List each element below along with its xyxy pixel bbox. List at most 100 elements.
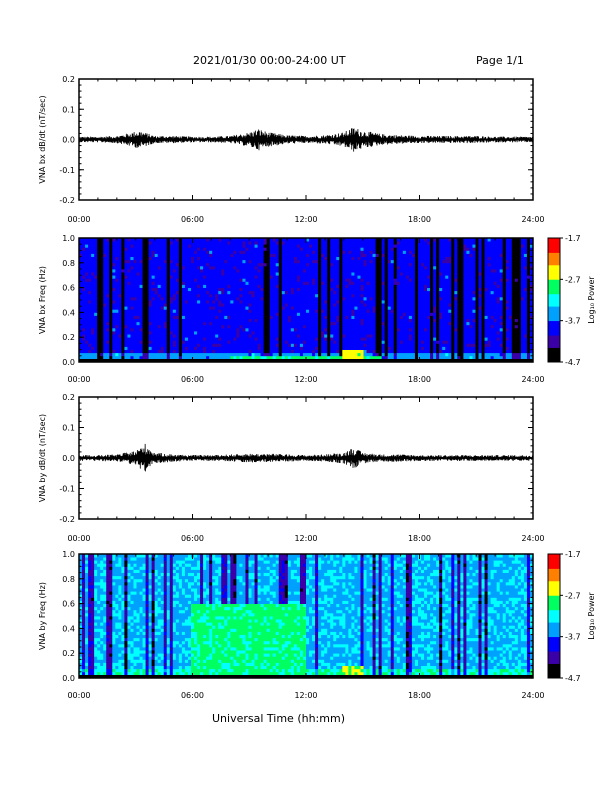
heatmap-cell bbox=[230, 253, 234, 257]
heatmap-cell bbox=[124, 253, 128, 257]
y-tick-label: -0.2 bbox=[59, 196, 75, 205]
heatmap-cell bbox=[390, 284, 395, 288]
heatmap-cell bbox=[251, 303, 255, 307]
heatmap-cell bbox=[269, 238, 274, 242]
heatmap-cell bbox=[321, 337, 325, 341]
heatmap-cell bbox=[85, 349, 89, 354]
heatmap-cell bbox=[312, 284, 316, 288]
heatmap-cell bbox=[200, 278, 204, 282]
heatmap-cell bbox=[172, 290, 177, 295]
heatmap-cell bbox=[242, 318, 246, 323]
heatmap-cell bbox=[272, 284, 277, 288]
heatmap-cell bbox=[94, 259, 98, 264]
heatmap-cell bbox=[221, 284, 225, 288]
heatmap-cell bbox=[239, 253, 243, 257]
heatmap-cell bbox=[200, 355, 204, 360]
heatmap-cell bbox=[118, 309, 122, 313]
heatmap-cell bbox=[103, 241, 107, 245]
heatmap-cell bbox=[384, 303, 389, 307]
heatmap-cell bbox=[163, 256, 168, 261]
heatmap-cell bbox=[336, 269, 340, 273]
heatmap-cell bbox=[79, 349, 83, 354]
heatmap-cell bbox=[215, 340, 219, 344]
heatmap-cell bbox=[315, 343, 319, 347]
heatmap-cell bbox=[369, 349, 373, 354]
heatmap-cell bbox=[148, 349, 153, 354]
heatmap-cell bbox=[372, 337, 377, 341]
heatmap-cell bbox=[112, 334, 116, 338]
heatmap-cell bbox=[151, 315, 156, 319]
heatmap-cell bbox=[154, 343, 159, 347]
heatmap-cell bbox=[309, 262, 313, 267]
heatmap-cell bbox=[378, 349, 383, 354]
heatmap-cell bbox=[427, 262, 431, 267]
heatmap-cell bbox=[287, 253, 292, 257]
heatmap-cell bbox=[315, 278, 319, 282]
heatmap-cell bbox=[239, 321, 243, 326]
heatmap-cell bbox=[248, 346, 252, 350]
heatmap-cell bbox=[260, 324, 265, 329]
heatmap-cell bbox=[399, 256, 404, 261]
heatmap-cell bbox=[184, 324, 189, 329]
heatmap-cell bbox=[333, 287, 337, 292]
heatmap-cell bbox=[97, 278, 101, 282]
heatmap-cell bbox=[333, 293, 337, 298]
heatmap-cell bbox=[445, 306, 449, 310]
heatmap-cell bbox=[203, 315, 207, 319]
heatmap-cell bbox=[375, 272, 380, 276]
heatmap-cell bbox=[145, 296, 150, 301]
heatmap-cell bbox=[284, 327, 289, 332]
heatmap-cell bbox=[366, 259, 370, 264]
heatmap-cell bbox=[166, 306, 171, 310]
heatmap-cell bbox=[251, 306, 255, 310]
heatmap-cell bbox=[151, 250, 156, 254]
heatmap-cell bbox=[296, 303, 301, 307]
heatmap-cell bbox=[414, 259, 419, 264]
heatmap-cell bbox=[263, 309, 268, 313]
heatmap-cell bbox=[375, 287, 380, 292]
y-tick-label: -0.1 bbox=[59, 166, 75, 175]
heatmap-cell bbox=[278, 256, 283, 261]
heatmap-cell bbox=[393, 296, 398, 301]
heatmap-cell bbox=[154, 269, 159, 273]
heatmap-cell bbox=[245, 346, 249, 350]
heatmap-cell bbox=[236, 241, 240, 245]
heatmap-cell bbox=[439, 272, 443, 276]
heatmap-cell bbox=[200, 337, 204, 341]
heatmap-cell bbox=[139, 337, 143, 341]
heatmap-cell bbox=[230, 265, 234, 270]
heatmap-cell bbox=[284, 355, 289, 360]
heatmap-cell bbox=[127, 321, 131, 326]
heatmap-cell bbox=[130, 296, 134, 301]
heatmap-cell bbox=[181, 290, 186, 295]
heatmap-cell bbox=[169, 355, 174, 360]
heatmap-cell bbox=[390, 340, 395, 344]
heatmap-cell bbox=[363, 284, 367, 288]
heatmap-cell bbox=[378, 355, 383, 360]
heatmap-cell bbox=[109, 343, 113, 347]
heatmap-cell bbox=[172, 321, 177, 326]
heatmap-cell bbox=[324, 275, 328, 279]
heatmap-cell bbox=[306, 247, 310, 251]
heatmap-cell bbox=[384, 241, 389, 245]
heatmap-cell bbox=[206, 337, 210, 341]
heatmap-cell bbox=[275, 343, 280, 347]
heatmap-cell bbox=[172, 284, 177, 288]
heatmap-cell bbox=[112, 303, 116, 307]
heatmap-cell bbox=[139, 327, 143, 332]
heatmap-cell bbox=[160, 287, 165, 292]
heatmap-cell bbox=[336, 312, 340, 316]
heatmap-cell bbox=[215, 296, 219, 301]
heatmap-cell bbox=[163, 290, 168, 295]
heatmap-cell bbox=[408, 343, 413, 347]
heatmap-cell bbox=[100, 334, 104, 338]
heatmap-cell bbox=[421, 259, 425, 264]
heatmap-cell bbox=[154, 334, 159, 338]
heatmap-cell bbox=[402, 327, 407, 332]
heatmap-cell bbox=[209, 318, 213, 323]
heatmap-cell bbox=[148, 300, 153, 304]
heatmap-cell bbox=[251, 290, 255, 295]
heatmap-cell bbox=[296, 287, 301, 292]
heatmap-cell bbox=[242, 315, 246, 319]
heatmap-cell bbox=[251, 293, 255, 298]
